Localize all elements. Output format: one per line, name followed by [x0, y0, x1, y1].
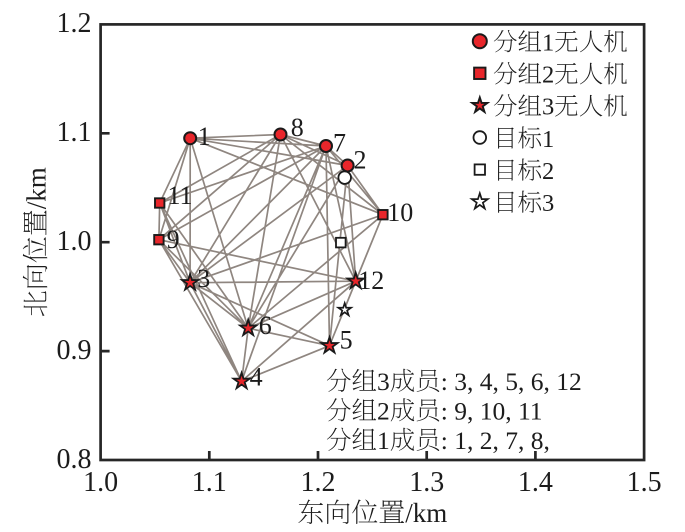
svg-text:: 1, 2, 7, 8,: : 1, 2, 7, 8,: [441, 426, 550, 455]
svg-text:3: 3: [542, 190, 554, 217]
svg-text:1: 1: [542, 126, 554, 153]
svg-text:1.0: 1.0: [57, 226, 92, 257]
svg-text:6: 6: [259, 311, 272, 340]
svg-text:1.1: 1.1: [192, 467, 227, 498]
svg-text:1.2: 1.2: [301, 467, 336, 498]
svg-text:12: 12: [358, 266, 384, 295]
svg-text:1.5: 1.5: [627, 467, 662, 498]
svg-text:2: 2: [542, 62, 554, 89]
svg-text:2: 2: [542, 158, 554, 185]
svg-text:9: 9: [167, 225, 180, 254]
svg-text:1: 1: [377, 426, 390, 455]
svg-text:1.1: 1.1: [57, 117, 92, 148]
svg-text:/km: /km: [21, 167, 51, 209]
svg-text:5: 5: [340, 326, 353, 355]
svg-text:/km: /km: [405, 498, 447, 528]
svg-text:3: 3: [377, 367, 390, 396]
svg-text:1.0: 1.0: [83, 467, 118, 498]
svg-text:11: 11: [168, 181, 193, 210]
svg-text:0.8: 0.8: [57, 444, 92, 475]
svg-text:: 3, 4, 5, 6, 12: : 3, 4, 5, 6, 12: [441, 367, 582, 396]
svg-text:10: 10: [387, 198, 413, 227]
svg-text:: 9, 10, 11: : 9, 10, 11: [441, 397, 543, 426]
svg-text:2: 2: [354, 146, 367, 175]
svg-text:3: 3: [542, 94, 554, 121]
svg-text:1.2: 1.2: [57, 8, 92, 39]
svg-text:1.4: 1.4: [518, 467, 553, 498]
svg-text:8: 8: [291, 113, 304, 142]
svg-text:2: 2: [377, 397, 390, 426]
svg-text:1: 1: [542, 30, 554, 57]
svg-text:1.3: 1.3: [409, 467, 444, 498]
svg-text:4: 4: [250, 363, 263, 392]
svg-text:3: 3: [197, 264, 210, 293]
svg-text:0.9: 0.9: [57, 335, 92, 366]
svg-text:7: 7: [333, 129, 346, 158]
svg-text:1: 1: [198, 122, 211, 151]
